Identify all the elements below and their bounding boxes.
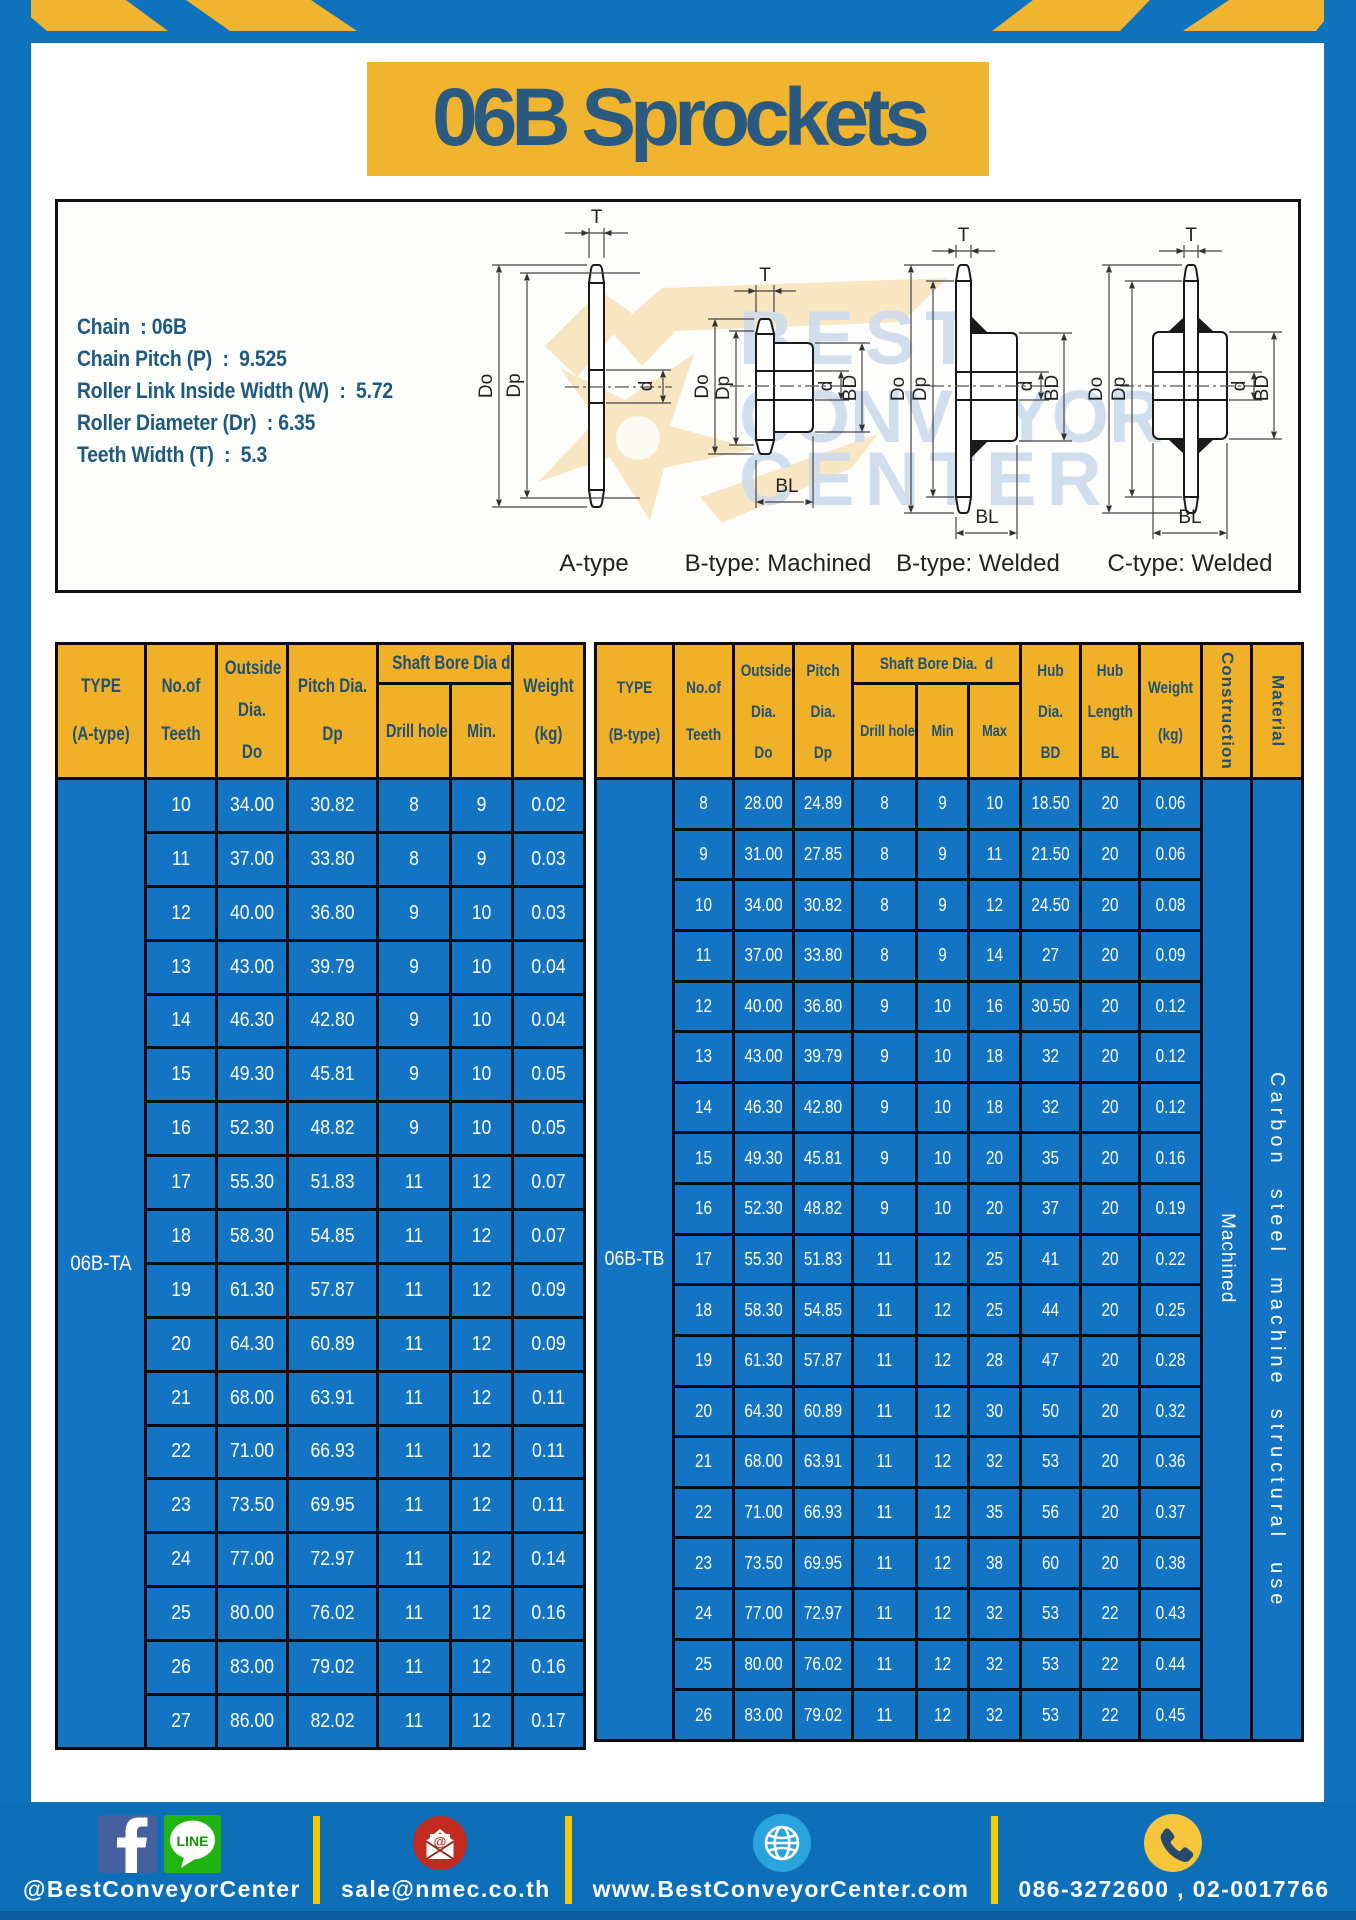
svg-text:A-type: A-type bbox=[559, 550, 628, 577]
svg-text:BD: BD bbox=[1042, 375, 1063, 401]
svg-text:Do: Do bbox=[476, 374, 497, 398]
svg-text:Dp: Dp bbox=[504, 373, 525, 397]
svg-text:Dp: Dp bbox=[1109, 377, 1130, 401]
svg-text:BD: BD bbox=[840, 375, 861, 401]
svg-text:T: T bbox=[1185, 225, 1197, 246]
svg-text:BL: BL bbox=[975, 507, 998, 528]
svg-text:d: d bbox=[636, 381, 657, 392]
svg-text:T: T bbox=[759, 265, 771, 286]
svg-text:CENTER: CENTER bbox=[739, 437, 1111, 522]
svg-text:LINE: LINE bbox=[177, 1833, 209, 1849]
svg-text:d: d bbox=[1016, 381, 1037, 392]
svg-text:T: T bbox=[958, 225, 970, 246]
svg-text:Do: Do bbox=[1086, 377, 1107, 401]
svg-text:BD: BD bbox=[1252, 375, 1273, 401]
svg-text:d: d bbox=[816, 381, 837, 392]
svg-text:BL: BL bbox=[1178, 507, 1201, 528]
svg-text:T: T bbox=[591, 207, 603, 228]
svg-text:Do: Do bbox=[692, 374, 713, 398]
svg-text:B-type: Machined: B-type: Machined bbox=[685, 550, 872, 577]
svg-text:B-type: Welded: B-type: Welded bbox=[896, 550, 1060, 577]
svg-text:C-type: Welded: C-type: Welded bbox=[1108, 550, 1273, 577]
svg-text:@: @ bbox=[434, 1834, 447, 1849]
svg-text:BL: BL bbox=[775, 476, 798, 497]
svg-text:d: d bbox=[1229, 381, 1250, 392]
svg-text:Do: Do bbox=[888, 377, 909, 401]
svg-text:Dp: Dp bbox=[910, 377, 931, 401]
svg-text:Dp: Dp bbox=[713, 376, 734, 400]
